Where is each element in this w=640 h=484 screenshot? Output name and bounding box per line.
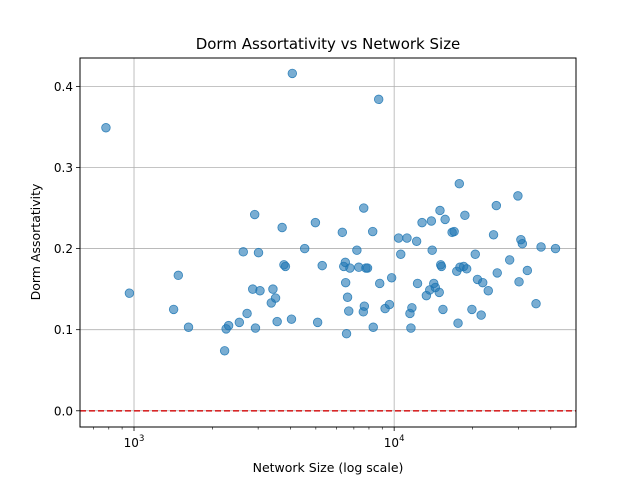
data-point: [219, 346, 230, 356]
data-point: [287, 68, 298, 79]
data-point: [362, 263, 373, 273]
data-point: [476, 310, 486, 320]
data-point: [337, 227, 348, 238]
data-point: [286, 314, 297, 324]
data-point: [168, 304, 179, 315]
data-point: [344, 306, 354, 316]
data-point: [504, 255, 515, 265]
data-point: [268, 284, 278, 294]
data-point: [536, 242, 546, 252]
data-point: [341, 329, 352, 339]
data-point: [352, 245, 362, 255]
data-point: [277, 222, 287, 233]
data-point: [375, 278, 385, 289]
data-point: [124, 288, 135, 298]
y-tick-label: 0.2: [54, 242, 73, 256]
data-point: [183, 322, 194, 332]
data-point: [438, 304, 448, 315]
data-point: [434, 287, 444, 298]
data-point: [368, 322, 378, 332]
data-point: [488, 230, 499, 240]
data-point: [234, 317, 245, 328]
data-point: [492, 268, 502, 278]
y-tick-label: 0.0: [54, 404, 73, 418]
data-point: [514, 277, 524, 287]
data-point: [396, 249, 406, 259]
data-point: [238, 247, 248, 257]
data-point: [373, 94, 384, 105]
data-point: [402, 233, 412, 243]
data-point: [310, 217, 321, 228]
data-point: [393, 233, 404, 243]
y-tick-label: 0.1: [54, 323, 73, 337]
data-point: [253, 247, 264, 258]
data-point: [406, 323, 416, 333]
data-point: [483, 286, 493, 296]
data-point: [342, 292, 353, 302]
data-point: [435, 205, 445, 216]
y-tick-label: 0.4: [54, 80, 73, 94]
x-axis-label: Network Size (log scale): [253, 460, 404, 475]
data-point: [223, 320, 234, 331]
x-tick-label: 103: [124, 434, 145, 450]
chart-title: Dorm Assortativity vs Network Size: [196, 35, 461, 53]
data-point: [550, 243, 561, 254]
data-point: [491, 200, 502, 211]
data-point: [531, 299, 541, 309]
data-point: [249, 209, 260, 220]
data-point: [101, 123, 111, 133]
data-point: [368, 226, 378, 237]
y-axis-ticks: 0.0 0.1 0.2 0.3 0.4: [54, 80, 80, 418]
data-point: [517, 239, 528, 249]
data-point: [440, 214, 450, 225]
data-point: [412, 278, 423, 289]
data-point: [312, 317, 323, 328]
data-point: [461, 264, 472, 274]
y-tick-label: 0.3: [54, 161, 73, 175]
data-point: [359, 203, 369, 213]
data-point: [454, 179, 465, 189]
data-point: [513, 191, 523, 201]
data-point: [417, 217, 427, 228]
data-point: [460, 210, 470, 221]
data-point: [299, 243, 310, 254]
data-point: [173, 270, 184, 281]
data-point: [317, 260, 327, 271]
data-point: [426, 216, 437, 226]
data-point: [407, 303, 417, 313]
data-point: [467, 304, 477, 315]
data-point: [359, 301, 370, 311]
data-point: [522, 265, 533, 276]
data-point: [470, 249, 480, 259]
data-point: [270, 293, 281, 303]
data-point: [427, 245, 437, 255]
data-points: [101, 68, 561, 356]
x-axis-ticks: 103 104: [93, 427, 552, 450]
data-point: [386, 273, 397, 283]
data-point: [436, 261, 447, 272]
data-point: [242, 308, 252, 319]
x-tick-label: 104: [384, 434, 405, 450]
data-point: [411, 236, 422, 246]
data-point: [255, 286, 265, 296]
data-point: [280, 261, 291, 272]
data-point: [384, 299, 395, 310]
data-point: [345, 263, 355, 273]
data-point: [340, 277, 351, 288]
plot-frame: [79, 57, 577, 428]
data-point: [449, 226, 459, 237]
data-point: [478, 277, 488, 288]
data-point: [453, 318, 463, 328]
y-axis-label: Dorm Assortativity: [28, 183, 43, 300]
data-point: [272, 316, 282, 327]
data-point: [250, 323, 261, 333]
plot-area: [80, 58, 576, 427]
